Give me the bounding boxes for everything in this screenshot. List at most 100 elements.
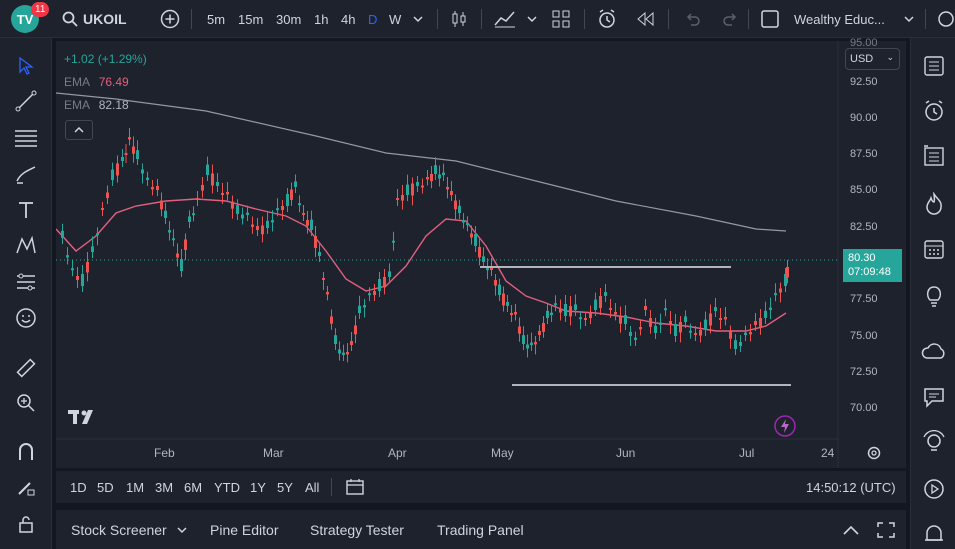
interval-15m[interactable]: 15m: [238, 11, 264, 27]
tab-strategy-tester[interactable]: Strategy Tester: [310, 521, 404, 538]
icons-tool[interactable]: [12, 304, 40, 332]
interval-w[interactable]: W: [389, 11, 402, 27]
chart-canvas[interactable]: [56, 41, 906, 468]
candle-body: [346, 352, 349, 355]
time-label: 24: [821, 446, 835, 460]
calendar-icon: [346, 479, 364, 495]
alarm-clock-icon: [599, 9, 615, 28]
range-1m[interactable]: 1M: [126, 479, 145, 495]
compare-symbol-button[interactable]: [160, 0, 180, 38]
zoom-tool[interactable]: [12, 389, 40, 417]
candle-body: [241, 214, 244, 219]
interval-4h[interactable]: 4h: [341, 11, 356, 27]
candle-body: [116, 163, 119, 176]
replay-trading-button[interactable]: [920, 475, 948, 503]
range-5y[interactable]: 5Y: [277, 479, 293, 495]
candle-body: [734, 340, 737, 349]
text-tool[interactable]: [12, 196, 40, 224]
candle-body: [128, 137, 131, 140]
prediction-tool[interactable]: [12, 268, 40, 296]
ideas-button[interactable]: [920, 282, 948, 310]
ema-slow-legend[interactable]: EMA 82.18: [64, 98, 129, 112]
chart-settings-button[interactable]: [866, 445, 882, 464]
alerts-button[interactable]: [920, 97, 948, 125]
legend-collapse-button[interactable]: [65, 120, 93, 140]
range-3m[interactable]: 3M: [155, 479, 174, 495]
tab-stock-screener[interactable]: Stock Screener: [71, 510, 187, 549]
trendline-tool[interactable]: [12, 87, 40, 115]
goto-date-button[interactable]: [345, 471, 365, 503]
candle-body: [530, 342, 533, 345]
interval-dropdown[interactable]: [413, 0, 423, 38]
ema-fast-label: EMA: [64, 75, 90, 89]
cursor-tool[interactable]: [12, 52, 40, 80]
notifications-button[interactable]: [920, 520, 948, 548]
tips-button[interactable]: [920, 428, 948, 456]
tab-trading-panel[interactable]: Trading Panel: [437, 521, 524, 538]
ema-fast-legend[interactable]: EMA 76.49: [64, 75, 129, 89]
candle-body: [478, 247, 481, 258]
templates-button[interactable]: [552, 0, 570, 38]
candle-body: [704, 319, 707, 330]
bottom-panel: Stock Screener Pine Editor Strategy Test…: [56, 510, 906, 549]
brush-tool[interactable]: [12, 160, 40, 188]
layout-name[interactable]: Wealthy Educ...: [794, 11, 885, 27]
alert-button[interactable]: [597, 0, 617, 38]
drawing-mode-tool[interactable]: [12, 473, 40, 501]
flash-button[interactable]: [774, 415, 796, 440]
interval-d[interactable]: D: [368, 11, 378, 27]
magnet-icon: [19, 443, 33, 460]
ruler-tool[interactable]: [12, 354, 40, 382]
candle-body: [619, 316, 622, 324]
range-6m[interactable]: 6M: [184, 479, 203, 495]
candle-body: [401, 195, 404, 201]
candle-body: [486, 268, 489, 271]
candle-body: [426, 177, 429, 180]
maximize-panel-button[interactable]: [877, 510, 895, 549]
range-all[interactable]: All: [305, 479, 320, 495]
magnet-tool[interactable]: [12, 438, 40, 466]
utc-clock[interactable]: 14:50:12 (UTC): [806, 479, 896, 495]
interval-5m[interactable]: 5m: [207, 11, 226, 27]
range-1d[interactable]: 1D: [70, 479, 87, 495]
data-window-button[interactable]: [920, 142, 948, 170]
gear-icon: [938, 11, 954, 27]
candle-body: [546, 310, 549, 318]
layout-dropdown[interactable]: [904, 0, 914, 38]
lines-icon: [15, 130, 37, 147]
chats-button[interactable]: [920, 383, 948, 411]
hotlists-button[interactable]: [920, 190, 948, 218]
price-chart[interactable]: +1.02 (+1.29%) EMA 76.49 EMA 82.18 USD ⌄…: [56, 37, 906, 468]
streams-button[interactable]: [920, 338, 948, 366]
range-1y[interactable]: 1Y: [250, 479, 266, 495]
currency-select[interactable]: USD ⌄: [845, 48, 900, 70]
tab-pine-editor[interactable]: Pine Editor: [210, 521, 279, 538]
candle-body: [538, 331, 541, 335]
layout-checkbox[interactable]: [761, 0, 779, 38]
calendar-button[interactable]: [920, 235, 948, 263]
range-ytd[interactable]: YTD: [214, 479, 240, 495]
candle-body: [574, 304, 577, 310]
undo-button[interactable]: [685, 0, 701, 38]
pattern-tool[interactable]: [12, 232, 40, 260]
settings-button[interactable]: [937, 0, 955, 38]
candle-body: [251, 224, 254, 227]
fib-tool[interactable]: [12, 124, 40, 152]
indicators-dropdown[interactable]: [527, 0, 537, 38]
lock-drawings-tool[interactable]: [12, 510, 40, 538]
interval-1h[interactable]: 1h: [314, 11, 329, 27]
candle-body: [132, 146, 135, 154]
interval-30m[interactable]: 30m: [276, 11, 302, 27]
replay-button[interactable]: [637, 0, 655, 38]
candle-body: [614, 312, 617, 315]
candle-type-button[interactable]: [450, 0, 468, 38]
range-5d[interactable]: 5D: [97, 479, 114, 495]
redo-button[interactable]: [722, 0, 738, 38]
symbol-search[interactable]: UKOIL: [62, 0, 127, 38]
candle-body: [482, 256, 485, 262]
indicators-button[interactable]: [494, 0, 516, 38]
candle-body: [184, 239, 187, 250]
collapse-panel-button[interactable]: [842, 510, 860, 549]
gear-icon: [867, 446, 881, 460]
watchlist-button[interactable]: [920, 52, 948, 80]
